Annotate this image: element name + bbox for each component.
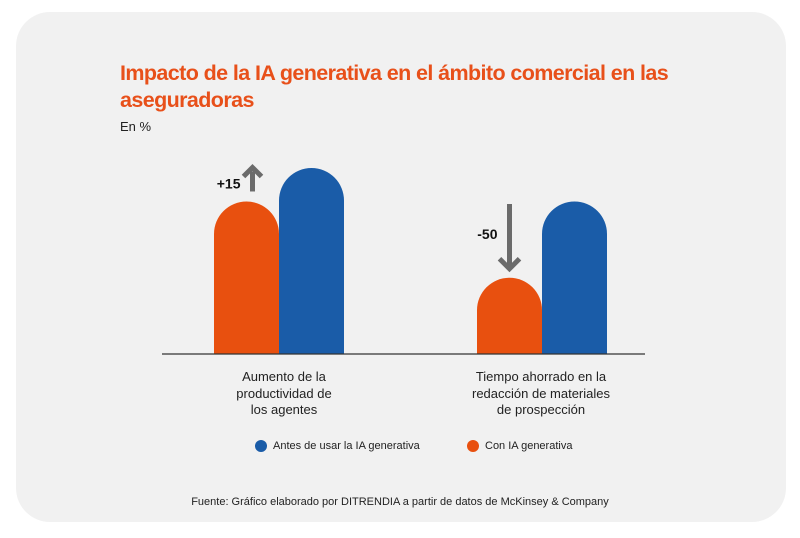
category-label-0: Aumento de la productividad de los agent…	[194, 369, 374, 419]
source-note: Fuente: Gráfico elaborado por DITRENDIA …	[191, 496, 609, 508]
chart-title: Impacto de la IA generativa en el ámbito…	[120, 61, 669, 112]
arrow-up-head	[241, 163, 264, 179]
legend-swatch-blue	[255, 440, 267, 452]
bar-con-ia	[477, 277, 542, 354]
category-label-line: Aumento de la	[242, 369, 326, 384]
arrow-down-head	[497, 256, 522, 273]
bar-antes-ia	[542, 201, 607, 354]
category-label-line: productividad de	[236, 385, 332, 401]
bar-con-ia	[214, 201, 279, 354]
bar-antes-ia	[279, 168, 344, 354]
legend-label: Con IA generativa	[485, 440, 573, 452]
legend-swatch-orange	[467, 440, 479, 452]
category-label-line: redacción de materiales	[471, 385, 611, 401]
chart-subtitle: En %	[120, 119, 152, 134]
annotation-label: -50	[477, 226, 497, 242]
category-label-line: Tiempo ahorrado en la	[475, 369, 607, 384]
legend-item-con: Con IA generativa	[467, 440, 572, 452]
legend-label: Antes de usar la IA generativa	[273, 440, 420, 452]
category-label-line: los agentes	[250, 402, 318, 417]
category-label-line: de prospección	[496, 402, 586, 417]
category-label-1: Tiempo ahorrado en la redacción de mater…	[451, 369, 631, 419]
legend-item-antes: Antes de usar la IA generativa	[255, 440, 420, 452]
chart-card	[16, 12, 786, 522]
annotation-label: +15	[217, 175, 241, 191]
